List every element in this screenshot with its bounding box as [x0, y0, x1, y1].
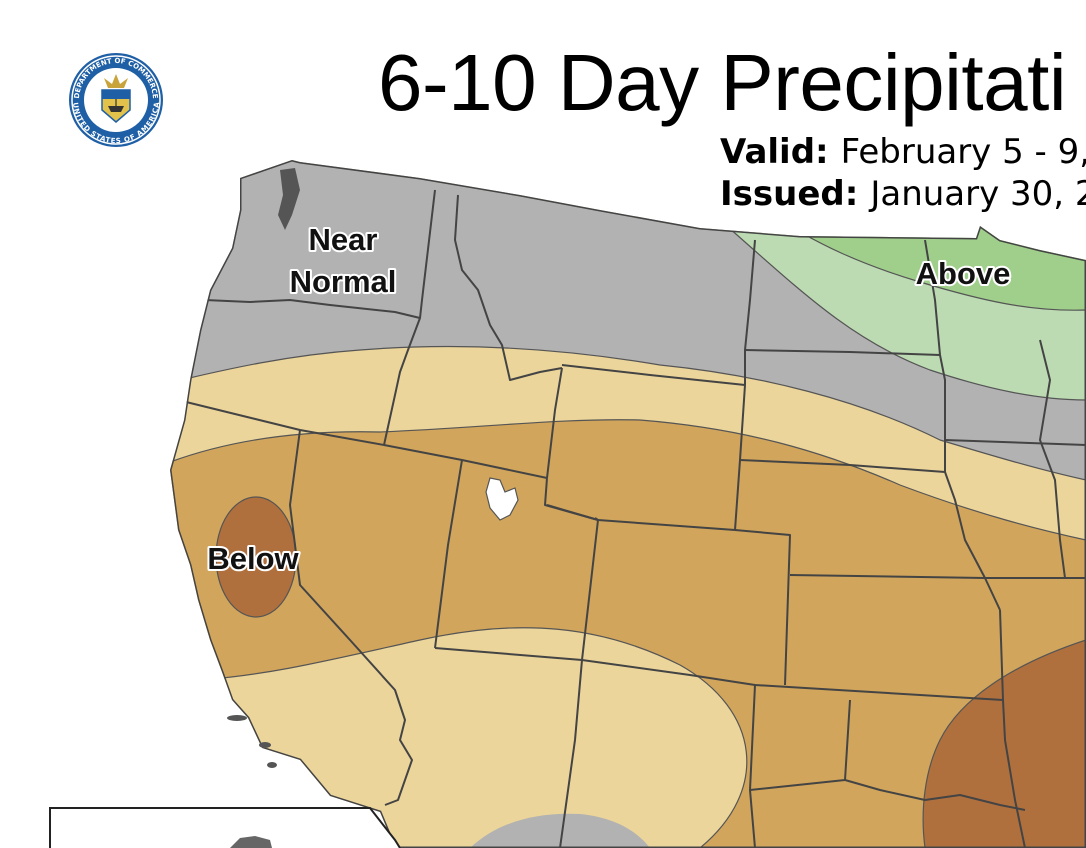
valid-dates: Valid: February 5 - 9, — [720, 132, 1086, 172]
valid-label: Valid: — [720, 132, 829, 172]
state-boundaries — [177, 189, 1086, 848]
zone-below-medium — [170, 419, 1086, 848]
issued-label: Issued: — [720, 174, 859, 214]
department-of-commerce-seal: DEPARTMENT OF COMMERCE UNITED STATES OF … — [69, 53, 163, 147]
us-coastline — [170, 160, 1086, 848]
label-near-normal-line1: Near — [309, 222, 378, 257]
issued-date: Issued: January 30, 2 — [720, 174, 1086, 214]
zone-near-normal-south — [470, 813, 650, 848]
inset-frame — [49, 807, 401, 848]
label-near-normal-line2: Normal — [290, 264, 397, 299]
great-salt-lake — [485, 477, 519, 521]
channel-islands — [227, 715, 277, 768]
zone-below-dark-california — [216, 497, 296, 617]
valid-value: February 5 - 9, — [840, 132, 1086, 172]
contour-lines — [170, 219, 1086, 848]
label-below: Below — [207, 541, 299, 576]
page-title: 6-10 Day Precipitati — [378, 38, 1067, 127]
issued-value: January 30, 2 — [870, 174, 1086, 214]
puget-sound — [278, 168, 300, 230]
label-above: Above — [916, 256, 1011, 291]
